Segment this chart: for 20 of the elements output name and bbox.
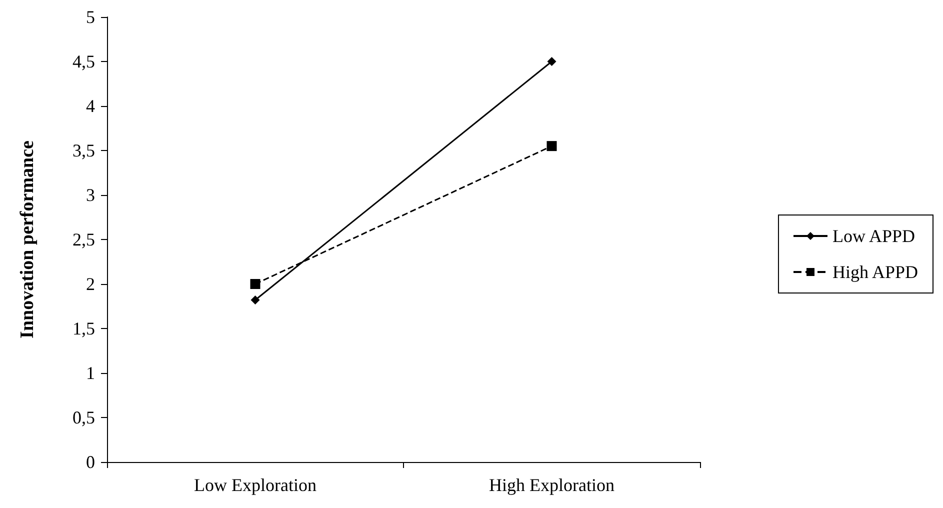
legend-label: High APPD xyxy=(832,262,918,282)
point xyxy=(250,296,260,305)
point xyxy=(250,279,260,289)
x-tick-label: Low Exploration xyxy=(194,475,316,495)
y-tick-label: 3 xyxy=(86,185,95,205)
point xyxy=(546,141,557,152)
y-axis-title: Innovation performance xyxy=(17,140,38,338)
y-tick-label: 3,5 xyxy=(72,140,95,160)
y-tick-label: 0 xyxy=(86,452,95,472)
x-tick-label: High Exploration xyxy=(489,475,614,495)
y-tick-label: 1 xyxy=(86,363,95,383)
legend-label: Low APPD xyxy=(832,226,916,246)
y-tick-label: 2,5 xyxy=(72,230,95,250)
y-tick-label: 4 xyxy=(86,96,95,116)
y-tick-label: 4,5 xyxy=(72,52,95,72)
y-tick-label: 2 xyxy=(86,274,95,294)
point xyxy=(547,57,556,66)
y-tick-label: 1,5 xyxy=(72,318,95,338)
y-tick-label: 0,5 xyxy=(72,408,95,428)
y-tick-label: 5 xyxy=(86,7,95,27)
